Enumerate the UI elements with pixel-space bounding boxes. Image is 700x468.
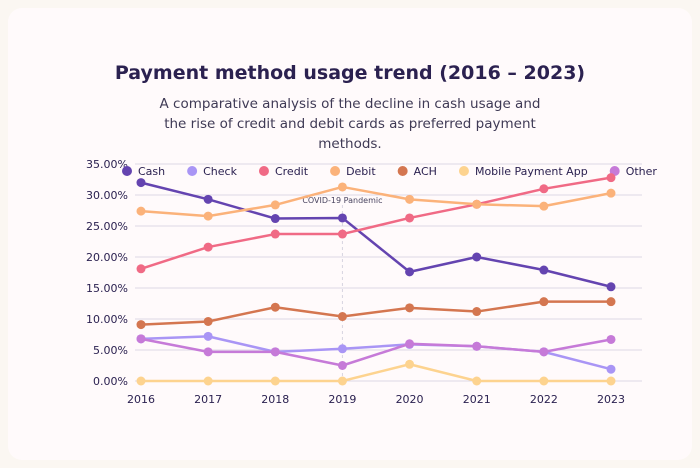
legend-marker	[122, 166, 132, 176]
x-tick-label: 2017	[194, 393, 222, 406]
data-point	[337, 182, 347, 192]
y-tick-label: 10.00%	[86, 313, 128, 326]
data-point	[203, 376, 213, 386]
legend-marker	[458, 166, 469, 176]
data-point	[539, 201, 549, 211]
data-point	[136, 320, 146, 330]
data-point	[270, 229, 280, 239]
data-point	[270, 214, 280, 224]
data-point	[337, 376, 347, 386]
data-point	[405, 267, 415, 277]
series-line	[140, 181, 612, 288]
data-point	[539, 265, 549, 275]
data-point	[539, 184, 549, 194]
data-point	[472, 341, 482, 351]
series-line	[140, 337, 612, 367]
data-point	[606, 188, 616, 198]
data-point	[606, 282, 616, 292]
data-point	[270, 376, 280, 386]
data-point	[337, 213, 347, 223]
legend-marker	[258, 166, 269, 176]
data-point	[136, 178, 146, 188]
y-tick-label: 0.00%	[93, 375, 128, 388]
data-point	[472, 376, 482, 386]
x-tick-label: 2023	[597, 393, 625, 406]
data-point	[337, 229, 347, 239]
data-point	[405, 303, 415, 313]
x-tick-label: 2019	[328, 393, 356, 406]
data-point	[606, 297, 616, 307]
data-point	[405, 194, 415, 204]
data-point	[606, 364, 616, 374]
legend-marker	[397, 166, 408, 176]
data-point	[203, 331, 213, 341]
legend-label: Other	[626, 165, 658, 178]
data-point	[405, 359, 415, 369]
annotation-label: COVID-19 Pandemic	[302, 196, 382, 205]
series-line	[141, 363, 611, 383]
data-point	[337, 361, 347, 370]
data-point	[606, 376, 616, 386]
y-tick-label: 35.00%	[86, 158, 128, 171]
data-point	[472, 307, 482, 317]
data-point	[203, 347, 213, 357]
chart-title: Payment method usage trend (2016 – 2023)	[114, 62, 586, 84]
legend-label: Debit	[346, 165, 376, 178]
series-line	[140, 185, 612, 218]
x-tick-label: 2022	[530, 393, 558, 406]
data-point	[203, 194, 213, 204]
y-tick-label: 15.00%	[86, 282, 128, 295]
legend-label: Cash	[138, 165, 165, 178]
legend-label: ACH	[414, 165, 437, 178]
data-point	[270, 347, 280, 357]
data-point	[606, 334, 616, 344]
x-tick-label: 2016	[127, 393, 155, 406]
data-point	[270, 302, 280, 312]
data-point	[539, 376, 549, 386]
data-point	[136, 334, 146, 344]
chart-card	[8, 8, 692, 460]
chart-subtitle: A comparative analysis of the decline in…	[159, 96, 541, 152]
x-tick-label: 2018	[261, 393, 289, 406]
legend-label: Mobile Payment App	[475, 165, 588, 178]
data-point	[136, 376, 146, 386]
data-point	[203, 316, 213, 326]
data-point	[270, 200, 280, 210]
x-tick-label: 2020	[396, 393, 424, 406]
legend-label: Check	[203, 165, 237, 178]
x-tick-label: 2021	[463, 393, 491, 406]
series-line	[140, 176, 612, 270]
data-point	[136, 264, 146, 274]
data-point	[203, 211, 213, 221]
data-point	[472, 252, 482, 262]
y-tick-label: 25.00%	[86, 220, 128, 233]
data-point	[405, 339, 415, 349]
y-tick-label: 20.00%	[86, 251, 128, 264]
legend-marker	[187, 166, 198, 176]
data-point	[203, 242, 213, 252]
data-point	[136, 206, 146, 216]
data-point	[606, 173, 616, 183]
y-tick-label: 5.00%	[93, 344, 128, 357]
data-point	[405, 213, 415, 223]
legend-label: Credit	[275, 165, 309, 178]
legend-marker	[330, 166, 341, 176]
data-point	[337, 344, 347, 354]
data-point	[539, 297, 549, 307]
data-point	[472, 199, 482, 209]
series-line	[140, 300, 611, 326]
data-point	[539, 347, 549, 357]
y-tick-label: 30.00%	[86, 189, 128, 202]
data-point	[337, 312, 347, 322]
